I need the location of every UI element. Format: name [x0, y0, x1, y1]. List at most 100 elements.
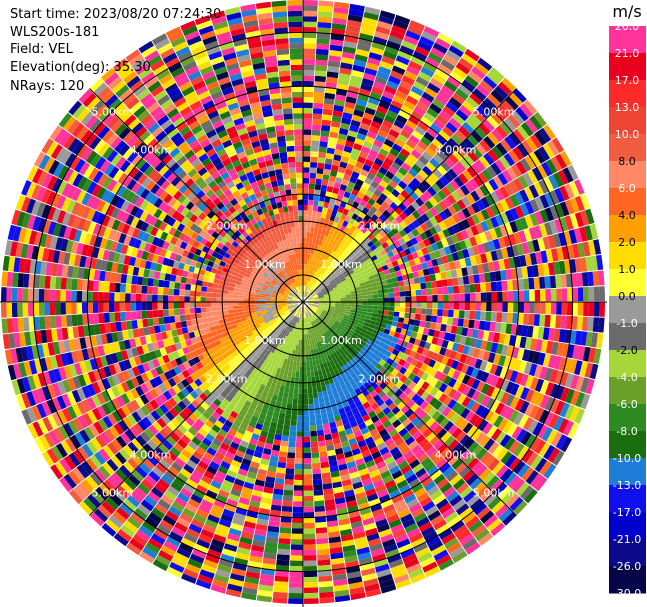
- velocity-gate: [403, 248, 412, 256]
- velocity-gate: [275, 428, 283, 436]
- velocity-gate: [331, 284, 338, 289]
- velocity-gate: [326, 236, 332, 243]
- velocity-gate: [385, 273, 392, 280]
- velocity-gate: [331, 258, 337, 265]
- velocity-gate: [488, 178, 499, 191]
- velocity-gate: [409, 20, 425, 31]
- velocity-gate: [421, 262, 428, 270]
- velocity-gate: [343, 262, 349, 268]
- velocity-gate: [477, 57, 493, 71]
- velocity-gate: [524, 155, 537, 170]
- velocity-gate: [470, 190, 481, 202]
- velocity-gate: [329, 279, 335, 285]
- velocity-gate: [549, 220, 558, 235]
- velocity-gate: [317, 293, 324, 297]
- velocity-gate: [303, 468, 312, 475]
- velocity-gate: [553, 233, 562, 248]
- velocity-gate: [317, 274, 322, 281]
- velocity-gate: [503, 235, 512, 247]
- velocity-gate: [292, 365, 297, 372]
- velocity-gate: [418, 255, 426, 264]
- velocity-gate: [483, 97, 497, 111]
- velocity-gate: [141, 310, 148, 319]
- velocity-gate: [319, 190, 327, 197]
- velocity-gate: [515, 161, 527, 175]
- velocity-gate: [433, 249, 442, 259]
- velocity-gate: [331, 28, 346, 36]
- velocity-gate: [322, 223, 328, 231]
- velocity-gate: [585, 208, 595, 225]
- velocity-gate: [384, 257, 392, 265]
- velocity-gate: [371, 286, 378, 291]
- velocity-gate: [491, 145, 504, 159]
- velocity-gate: [448, 45, 464, 58]
- velocity-gate: [317, 228, 323, 235]
- velocity-gate: [461, 53, 477, 66]
- velocity-gate: [452, 113, 465, 126]
- velocity-gate: [374, 240, 382, 248]
- velocity-gate: [322, 258, 328, 265]
- velocity-gate: [464, 181, 475, 193]
- velocity-gate: [373, 175, 382, 185]
- velocity-gate: [297, 415, 303, 421]
- velocity-gate: [470, 225, 479, 236]
- velocity-gate: [346, 222, 353, 230]
- velocity-gate: [334, 199, 342, 207]
- velocity-gate: [342, 270, 349, 276]
- velocity-gate: [303, 107, 313, 114]
- velocity-gate: [312, 293, 318, 298]
- velocity-gate: [420, 314, 427, 321]
- velocity-gate: [518, 290, 525, 302]
- velocity-gate: [545, 289, 552, 302]
- velocity-gate: [337, 249, 344, 256]
- velocity-gate: [474, 254, 483, 265]
- velocity-gate: [453, 176, 465, 188]
- velocity-gate: [265, 303, 271, 306]
- velocity-gate: [344, 215, 352, 223]
- velocity-gate: [313, 200, 319, 207]
- velocity-gate: [303, 113, 313, 119]
- velocity-gate: [238, 308, 245, 313]
- velocity-gate: [299, 366, 303, 373]
- velocity-gate: [157, 294, 163, 302]
- velocity-gate: [354, 196, 362, 204]
- velocity-gate: [544, 314, 551, 328]
- velocity-gate: [339, 225, 346, 232]
- velocity-gate: [238, 305, 244, 309]
- velocity-gate: [364, 237, 371, 245]
- velocity-gate: [425, 219, 434, 229]
- velocity-gate: [317, 268, 322, 274]
- velocity-gate: [495, 214, 505, 226]
- velocity-gate: [60, 302, 66, 315]
- velocity-gate: [298, 382, 303, 389]
- velocity-gate: [324, 247, 330, 254]
- velocity-gate: [322, 114, 332, 121]
- velocity-gate: [520, 122, 534, 137]
- velocity-gate: [320, 263, 325, 270]
- velocity-gate: [306, 232, 311, 238]
- velocity-gate: [490, 89, 505, 104]
- velocity-gate: [364, 177, 373, 185]
- velocity-gate: [399, 211, 408, 221]
- velocity-gate: [508, 132, 521, 146]
- velocity-gate: [330, 281, 336, 286]
- velocity-gate: [311, 292, 317, 297]
- velocity-gate: [318, 586, 334, 593]
- velocity-gate: [509, 220, 519, 233]
- velocity-gate: [316, 167, 324, 175]
- velocity-gate: [350, 290, 357, 295]
- velocity-gate: [337, 284, 344, 289]
- velocity-gate: [383, 293, 390, 298]
- velocity-gate: [502, 169, 513, 183]
- velocity-gate: [480, 253, 488, 264]
- velocity-gate: [314, 184, 322, 191]
- velocity-gate: [304, 285, 306, 292]
- velocity-gate: [318, 445, 327, 453]
- velocity-gate: [533, 149, 546, 164]
- velocity-gate: [364, 159, 374, 168]
- velocity-gate: [312, 462, 321, 469]
- velocity-gate: [490, 250, 498, 261]
- velocity-gate: [314, 500, 325, 507]
- velocity-gate: [466, 204, 476, 216]
